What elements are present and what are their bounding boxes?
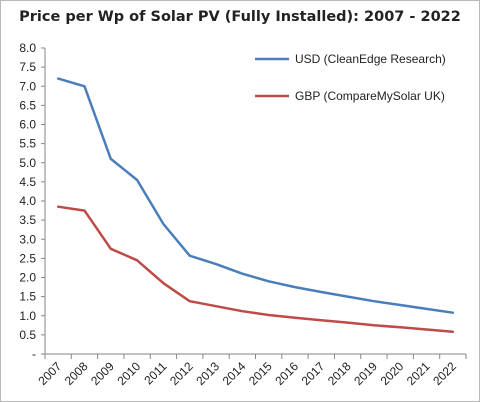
x-tick-label: 2017	[299, 359, 328, 388]
y-tick-label: 0.5	[19, 328, 36, 342]
y-tick-label: 4.0	[19, 194, 36, 208]
y-tick-label: 6.5	[19, 98, 36, 112]
y-tick-label: 4.5	[19, 175, 36, 189]
y-tick-label: 5.0	[19, 156, 36, 170]
y-axis-ticks: - 0.5 1.0 1.5 2.0 2.5 3.0 3.5 4.0 4.5 5.0 5.5 6.0 6.5…	[19, 41, 45, 361]
x-tick-label: 2015	[246, 359, 275, 388]
x-tick-label: 2016	[272, 359, 301, 388]
x-tick-label: 2010	[114, 359, 143, 388]
x-tick-label: 2012	[167, 359, 196, 388]
x-tick-label: 2013	[193, 359, 222, 388]
legend: USD (CleanEdge Research) GBP (CompareMySo…	[255, 52, 446, 103]
legend-label-1: USD (CleanEdge Research)	[295, 52, 446, 66]
y-tick-label: 3.5	[19, 213, 36, 227]
series-line-1	[56, 77, 455, 314]
y-tick-label: 7.5	[19, 60, 36, 74]
x-tick-label: 2019	[351, 359, 380, 388]
chart-title: Price per Wp of Solar PV (Fully Installe…	[19, 9, 461, 25]
y-tick-label: 5.5	[19, 137, 36, 151]
x-tick-label: 2020	[378, 359, 407, 388]
y-tick-label: 2.5	[19, 251, 36, 265]
x-tick-label: 2014	[220, 359, 249, 388]
series-line-2	[56, 205, 455, 334]
y-tick-label: 7.0	[19, 79, 36, 93]
x-tick-label: 2018	[325, 359, 354, 388]
x-axis-ticks: 2007200820092010201120122013201420152016…	[35, 354, 467, 388]
legend-label-2: GBP (CompareMySolar UK)	[295, 89, 445, 103]
series-lines	[56, 77, 455, 334]
y-tick-label: 8.0	[19, 41, 36, 55]
y-tick-label: 3.0	[19, 232, 36, 246]
y-tick-label: 2.0	[19, 271, 36, 285]
x-tick-label: 2008	[62, 359, 91, 388]
x-tick-label: 2007	[35, 359, 64, 388]
y-tick-label: 1.0	[19, 309, 36, 323]
x-tick-label: 2022	[430, 359, 459, 388]
x-tick-label: 2009	[88, 359, 117, 388]
x-tick-label: 2021	[404, 359, 433, 388]
y-tick-label: 6.0	[19, 118, 36, 132]
y-tick-label: 1.5	[19, 290, 36, 304]
x-tick-label: 2011	[141, 359, 169, 387]
y-tick-label: -	[32, 347, 36, 361]
